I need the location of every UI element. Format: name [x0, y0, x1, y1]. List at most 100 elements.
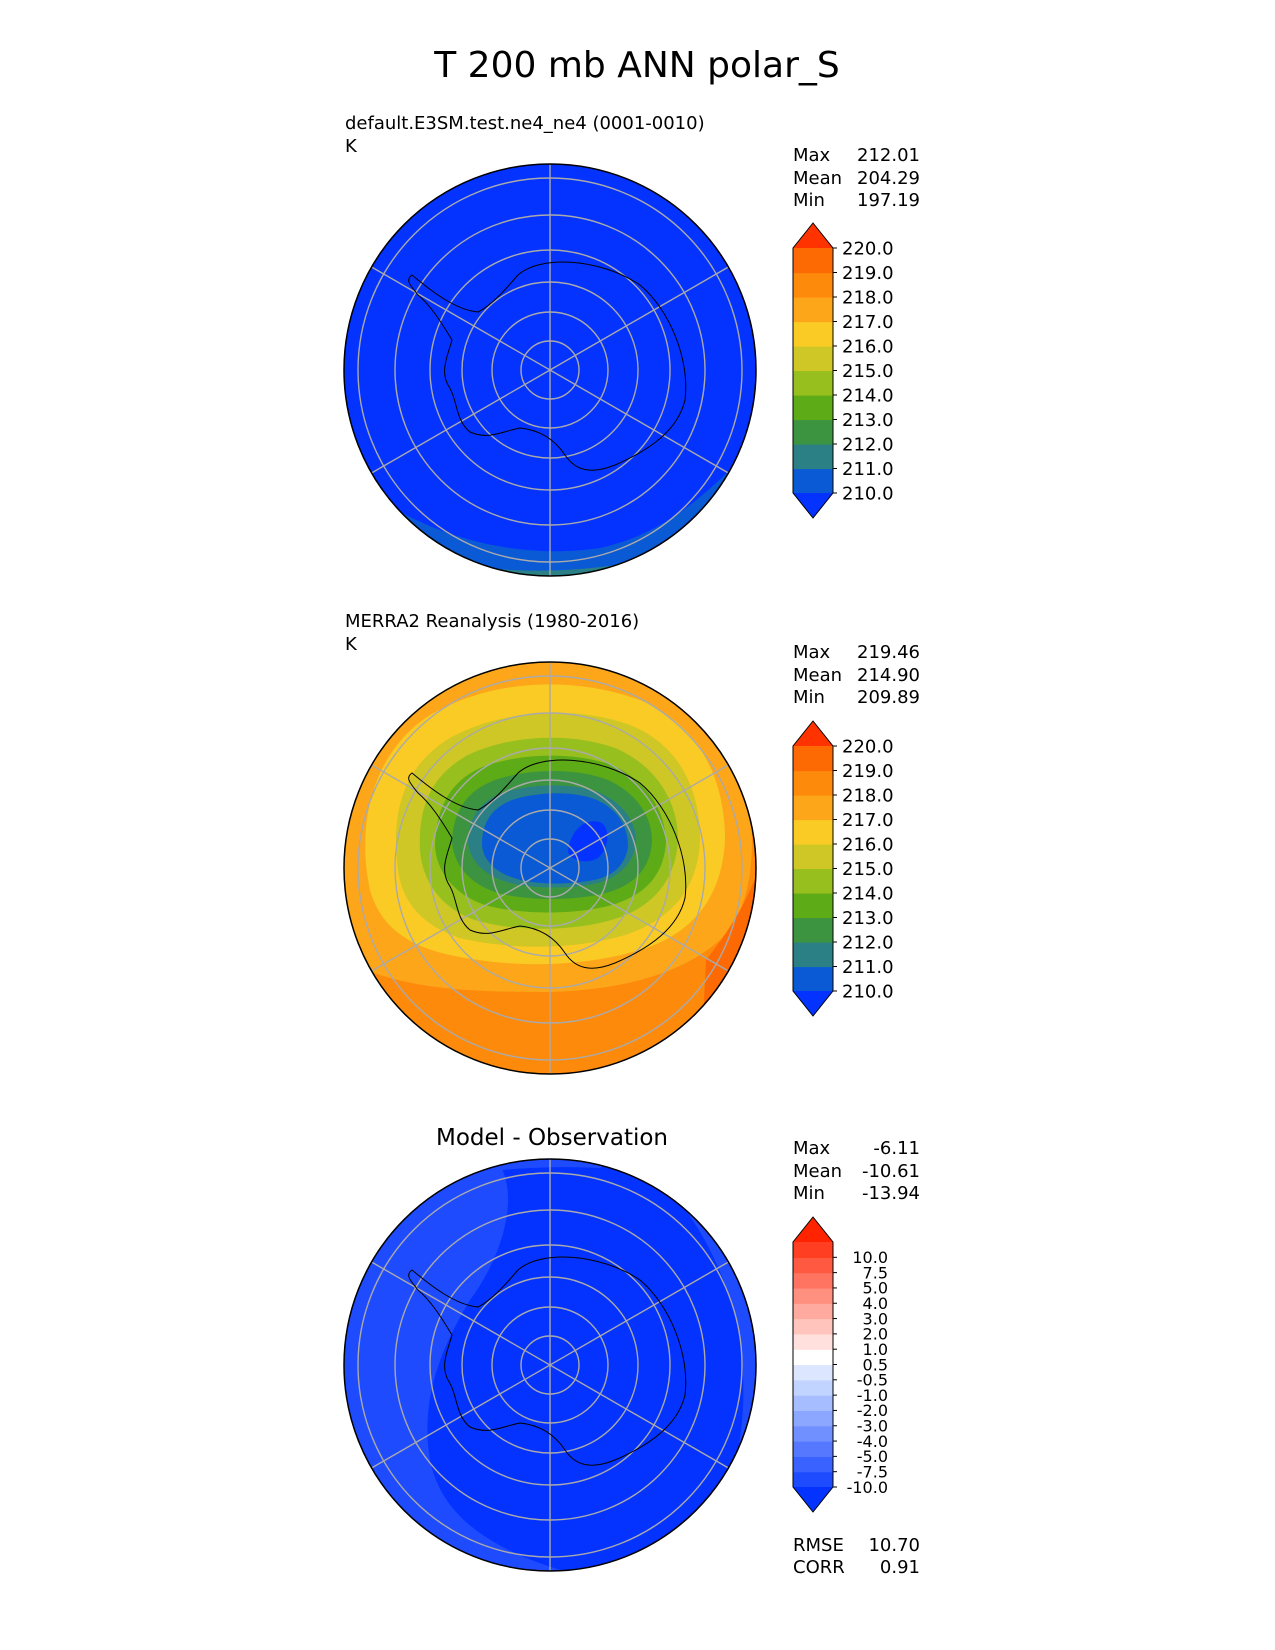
metric-label: CORR — [793, 1557, 845, 1578]
colorbar-segment — [793, 1242, 833, 1258]
figure-title: T 200 mb ANN polar_S — [433, 45, 839, 86]
colorbar-extend-min — [793, 493, 833, 518]
colorbar-tick-label: 2.0 — [863, 1325, 888, 1344]
colorbar-segment — [793, 1441, 833, 1457]
field-contour-211 — [482, 793, 628, 884]
colorbar-segment — [793, 297, 833, 323]
colorbar-segment — [793, 1272, 833, 1289]
colorbar-tick-label: -7.5 — [857, 1462, 888, 1481]
colorbar-tick-label: -3.0 — [857, 1417, 888, 1436]
stat-value: 219.46 — [857, 642, 920, 663]
colorbar-tick-label: -1.0 — [857, 1386, 888, 1405]
colorbar-segment — [793, 1333, 833, 1350]
colorbar-segment — [793, 1410, 833, 1427]
colorbar-tick-label: 215.0 — [842, 361, 894, 382]
colorbar-tick-label: 220.0 — [842, 736, 894, 757]
metric-value: 0.91 — [880, 1557, 920, 1578]
colorbar-tick-label: 5.0 — [863, 1279, 888, 1298]
colorbar-diff: -10.0-7.5-5.0-4.0-3.0-2.0-1.0-0.50.51.02… — [792, 1216, 888, 1513]
colorbar-segment — [793, 1349, 833, 1366]
field-contour--10 — [344, 1165, 560, 1571]
stat-value: 209.89 — [857, 687, 920, 708]
map-obs-border — [343, 661, 757, 1075]
colorbar-segment — [793, 346, 833, 372]
colorbar-extend-max — [793, 1217, 833, 1242]
colorbar-tick-label: 220.0 — [842, 238, 894, 259]
colorbar-tick-label: 0.5 — [863, 1355, 888, 1374]
colorbar-segment — [793, 1257, 833, 1274]
colorbar-segment — [793, 1287, 833, 1304]
colorbar-segment — [793, 1318, 833, 1335]
stat-value: 197.19 — [857, 190, 920, 211]
colorbar-tick-label: -5.0 — [857, 1447, 888, 1466]
stat-value: 204.29 — [857, 168, 920, 189]
colorbar-segment — [793, 942, 833, 968]
map-obs-overlay — [357, 662, 743, 1074]
stat-label: Mean — [793, 168, 842, 189]
panel-model-title: default.E3SM.test.ne4_ne4 (0001-0010) — [345, 113, 705, 134]
map-diff-border — [343, 1158, 757, 1572]
colorbar-tick-label: 219.0 — [842, 761, 894, 782]
colorbar-extend-min — [793, 1487, 833, 1512]
colorbar-segment — [793, 321, 833, 347]
colorbar-segment — [793, 1364, 833, 1381]
colorbar-tick-label: 214.0 — [842, 883, 894, 904]
coastline — [408, 261, 687, 471]
colorbar-segment — [793, 1303, 833, 1320]
stat-label: Max — [793, 642, 831, 663]
colorbar-tick-label: 211.0 — [842, 459, 894, 480]
colorbar-tick-label: 7.5 — [863, 1263, 888, 1282]
stat-label: Max — [793, 1138, 831, 1159]
colorbar-segment — [793, 1471, 833, 1488]
metric-value: 10.70 — [868, 1535, 920, 1556]
metric-label: RMSE — [793, 1535, 844, 1556]
panel-obs-units: K — [345, 634, 358, 655]
colorbar-tick-label: 216.0 — [842, 336, 894, 357]
panel-model-units: K — [345, 136, 358, 157]
colorbar-tick-label: -4.0 — [857, 1432, 888, 1451]
colorbar-tick-label: 4.0 — [863, 1294, 888, 1313]
colorbar-tick-label: 218.0 — [842, 785, 894, 806]
colorbar-tick-label: 10.0 — [852, 1248, 888, 1267]
colorbar-segment — [793, 272, 833, 298]
colorbar-segment — [793, 395, 833, 421]
colorbar-extend-min — [793, 991, 833, 1016]
stat-label: Max — [793, 145, 831, 166]
colorbar-segment — [793, 844, 833, 870]
colorbar-segment — [793, 795, 833, 821]
map-model-border — [343, 163, 757, 577]
colorbar-segment — [793, 746, 833, 772]
colorbar-obs: 210.0 211.0 212.0 213.0 214.0 215.0 216.0 217.0… — [792, 720, 894, 1017]
panel-model: default.E3SM.test.ne4_ne4 (0001-0010) K … — [343, 113, 920, 577]
panel-obs-title: MERRA2 Reanalysis (1980-2016) — [345, 611, 639, 632]
colorbar-tick-label: -10.0 — [847, 1478, 888, 1497]
stat-value: -13.94 — [862, 1183, 920, 1204]
colorbar-segment — [793, 770, 833, 796]
map-model-overlay — [357, 164, 743, 576]
colorbar-segment — [793, 248, 833, 274]
panel-diff: Model - Observation Max -6.11 Mean -10.6… — [343, 1125, 920, 1578]
stats-diff: Max -6.11 Mean -10.61 Min -13.94 — [793, 1138, 920, 1204]
metrics-diff: RMSE 10.70 CORR 0.91 — [793, 1535, 920, 1578]
colorbar-tick-label: 213.0 — [842, 908, 894, 929]
colorbar-tick-label: 3.0 — [863, 1309, 888, 1328]
stat-label: Mean — [793, 1161, 842, 1182]
stats-model: Max 212.01 Mean 204.29 Min 197.19 — [793, 145, 920, 211]
colorbar-segment — [793, 1395, 833, 1412]
colorbar-segment — [793, 917, 833, 943]
colorbar-model: 210.0 211.0 212.0 213.0 214.0 215.0 216.0 217.0… — [792, 222, 894, 519]
colorbar-tick-label: 212.0 — [842, 434, 894, 455]
colorbar-tick-label: 217.0 — [842, 312, 894, 333]
colorbar-tick-label: 210.0 — [842, 981, 894, 1002]
colorbar-extend-max — [793, 721, 833, 746]
colorbar-tick-label: 1.0 — [863, 1340, 888, 1359]
stat-label: Min — [793, 687, 825, 708]
colorbar-tick-label: 217.0 — [842, 810, 894, 831]
stat-value: -6.11 — [873, 1138, 920, 1159]
colorbar-tick-label: 219.0 — [842, 263, 894, 284]
colorbar-tick-label: 216.0 — [842, 834, 894, 855]
colorbar-segment — [793, 819, 833, 845]
map-diff-overlay — [357, 1159, 743, 1571]
colorbar-extend-max — [793, 223, 833, 248]
